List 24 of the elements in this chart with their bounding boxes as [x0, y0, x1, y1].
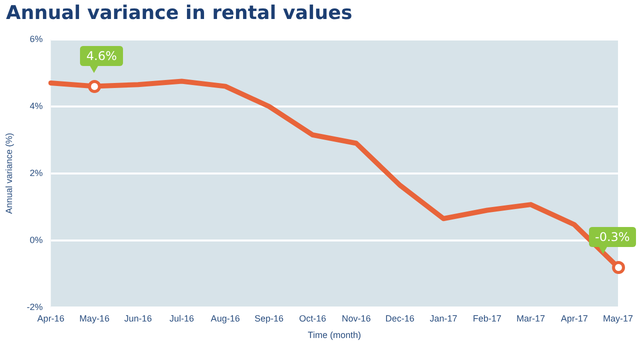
- x-tick-label: Aug-16: [210, 313, 240, 324]
- x-tick-label: Mar-17: [516, 313, 545, 324]
- y-axis-title: Annual variance (%): [4, 132, 14, 214]
- x-tick-label: Dec-16: [385, 313, 414, 324]
- y-tick-label: 4%: [30, 100, 43, 111]
- x-tick-label: Jul-16: [169, 313, 194, 324]
- y-tick-label: -2%: [26, 302, 43, 312]
- x-axis-title: Time (month): [308, 330, 361, 340]
- x-tick-label: Oct-16: [299, 313, 326, 324]
- x-tick-label: Apr-16: [37, 313, 64, 324]
- x-tick-label: Apr-17: [560, 313, 588, 324]
- x-tick-label: Sep-16: [254, 313, 284, 324]
- y-tick-label: 2%: [30, 168, 43, 178]
- annotation: 4.6%: [80, 46, 123, 66]
- y-tick-label: 6%: [30, 34, 43, 44]
- x-tick-label: Feb-17: [472, 313, 502, 324]
- annotation: -0.3%: [589, 227, 636, 248]
- x-tick-label: Jun-16: [124, 313, 152, 324]
- x-tick-label: Nov-16: [342, 313, 371, 324]
- y-tick-label: 0%: [30, 234, 43, 245]
- chart-title: Annual variance in rental values: [6, 2, 352, 24]
- x-tick-label: Jan-17: [430, 313, 458, 324]
- x-tick-label: May-16: [79, 313, 110, 324]
- x-tick-label: May-17: [602, 313, 634, 324]
